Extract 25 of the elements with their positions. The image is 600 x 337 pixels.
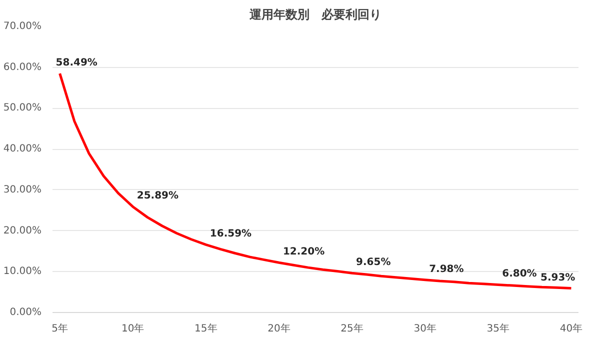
y-tick-label: 40.00%: [3, 144, 42, 155]
y-tick-label: 50.00%: [3, 102, 42, 114]
y-tick-label: 60.00%: [3, 62, 42, 73]
data-label: 7.98%: [429, 264, 464, 275]
data-label: 16.59%: [210, 228, 252, 240]
data-label: 6.80%: [502, 268, 537, 280]
x-tick-label: 25年: [340, 322, 364, 334]
data-label: 12.20%: [282, 246, 325, 258]
data-label: 58.49%: [56, 58, 98, 69]
x-tick-label: 15年: [194, 322, 218, 334]
x-tick-label: 10年: [122, 322, 144, 334]
chart-title: 運用年数別 必要利回り: [248, 8, 382, 22]
data-label: 25.89%: [136, 190, 179, 202]
x-tick-label: 20年: [268, 322, 290, 334]
x-tick-label: 40年: [560, 322, 583, 334]
data-label: 5.93%: [540, 272, 576, 284]
x-tick-label: 5年: [52, 322, 68, 334]
x-tick-label: 30年: [414, 322, 436, 334]
y-tick-label: 70.00%: [3, 21, 42, 32]
y-tick-label: 30.00%: [3, 184, 42, 196]
data-label: 9.65%: [356, 257, 391, 268]
x-tick-label: 35年: [486, 322, 510, 334]
y-tick-label: 0.00%: [10, 307, 42, 318]
y-tick-label: 20.00%: [3, 225, 42, 236]
y-tick-label: 10.00%: [3, 266, 42, 278]
